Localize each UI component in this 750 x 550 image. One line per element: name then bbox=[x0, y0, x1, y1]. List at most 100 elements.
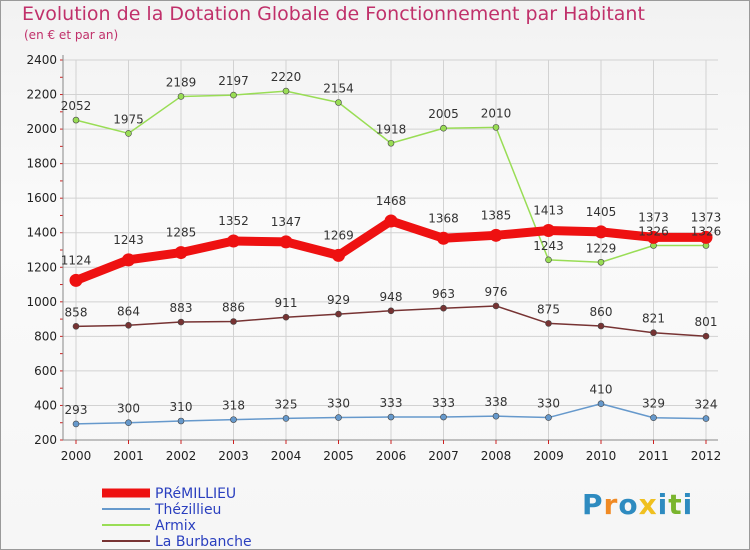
data-point bbox=[440, 124, 447, 132]
x-tick-label: 2011 bbox=[638, 449, 669, 463]
x-tick-label: 2002 bbox=[166, 449, 197, 463]
data-point bbox=[545, 414, 552, 421]
data-point bbox=[545, 320, 552, 327]
data-label: 821 bbox=[642, 312, 665, 326]
x-tick-label: 2008 bbox=[481, 449, 512, 463]
data-point bbox=[387, 413, 395, 421]
data-label: 329 bbox=[642, 397, 665, 411]
data-label: 1229 bbox=[586, 241, 617, 255]
data-label: 1326 bbox=[691, 225, 722, 239]
data-label: 2189 bbox=[166, 75, 197, 89]
data-label: 300 bbox=[117, 402, 140, 416]
data-label: 293 bbox=[65, 403, 88, 417]
data-point bbox=[122, 253, 135, 267]
data-point bbox=[650, 414, 657, 422]
logo-letter: r bbox=[603, 488, 619, 521]
data-label: 1385 bbox=[481, 208, 512, 222]
data-point bbox=[647, 230, 660, 244]
logo-letter: o bbox=[618, 488, 639, 521]
data-point bbox=[699, 230, 713, 244]
data-label: 325 bbox=[275, 397, 298, 411]
x-tick-label: 2012 bbox=[691, 449, 722, 463]
data-point bbox=[387, 307, 395, 315]
data-point bbox=[440, 413, 447, 421]
data-label: 911 bbox=[275, 296, 298, 310]
data-label: 1243 bbox=[533, 239, 564, 253]
axes: 200 400 600 800 1000 1200 1400 1600 1800 2000 2200… bbox=[26, 53, 721, 463]
data-point bbox=[594, 225, 608, 239]
data-point bbox=[230, 416, 237, 423]
data-point bbox=[125, 322, 132, 329]
data-point bbox=[125, 419, 132, 427]
x-tick-label: 2001 bbox=[113, 449, 144, 463]
y-tick-label: 1000 bbox=[26, 295, 57, 309]
y-tick-label: 1600 bbox=[26, 191, 57, 205]
logo-letter: P bbox=[582, 488, 604, 521]
data-labels: 1124 1243 1285 1352 1347 1269 1468 1368 1385 1413… bbox=[61, 70, 722, 417]
logo-letter: i bbox=[657, 488, 669, 521]
data-label: 1269 bbox=[323, 228, 354, 242]
data-label: 310 bbox=[170, 400, 193, 414]
data-label: 324 bbox=[695, 398, 718, 412]
data-label: 1326 bbox=[638, 225, 669, 239]
x-tick-label: 2003 bbox=[218, 449, 249, 463]
data-label: 860 bbox=[590, 305, 613, 319]
data-label: 2052 bbox=[61, 99, 92, 113]
data-point bbox=[597, 322, 605, 330]
y-tick-label: 1800 bbox=[26, 157, 57, 171]
data-label: 410 bbox=[590, 383, 613, 397]
x-tick-label: 2006 bbox=[376, 449, 407, 463]
y-tick-label: 400 bbox=[34, 398, 57, 412]
data-label: 883 bbox=[170, 301, 193, 315]
data-point bbox=[387, 139, 395, 147]
data-label: 333 bbox=[380, 396, 403, 410]
data-label: 330 bbox=[327, 397, 350, 411]
data-point bbox=[335, 414, 342, 421]
data-point bbox=[335, 99, 342, 106]
legend-label: Thézillieu bbox=[154, 502, 221, 518]
data-point bbox=[542, 223, 555, 237]
data-label: 1405 bbox=[586, 205, 617, 219]
data-point bbox=[177, 93, 185, 100]
data-point bbox=[177, 417, 185, 425]
data-label: 864 bbox=[117, 304, 140, 318]
series-group bbox=[69, 87, 713, 428]
data-label: 1285 bbox=[166, 226, 197, 240]
data-point bbox=[227, 234, 240, 248]
logo-letter: x bbox=[638, 488, 658, 521]
data-point bbox=[72, 116, 80, 124]
grid-lines bbox=[63, 59, 718, 441]
data-point bbox=[702, 332, 710, 340]
data-label: 1373 bbox=[691, 210, 722, 224]
data-label: 1413 bbox=[533, 203, 564, 217]
data-label: 963 bbox=[432, 287, 455, 301]
data-label: 1373 bbox=[638, 210, 669, 224]
legend-label: La Burbanche bbox=[155, 534, 252, 550]
data-label: 2197 bbox=[218, 74, 249, 88]
data-point bbox=[230, 91, 237, 99]
data-label: 1124 bbox=[61, 253, 92, 267]
data-label: 1352 bbox=[218, 214, 249, 228]
data-point bbox=[230, 318, 237, 325]
data-point bbox=[492, 124, 500, 131]
data-label: 333 bbox=[432, 396, 455, 410]
y-tick-label: 1400 bbox=[26, 226, 57, 240]
x-tick-label: 2010 bbox=[586, 449, 617, 463]
data-label: 2005 bbox=[428, 107, 459, 121]
data-point bbox=[597, 258, 605, 266]
data-point bbox=[174, 246, 188, 260]
y-tick-label: 1200 bbox=[26, 260, 57, 274]
legend-label: PRéMILLIEU bbox=[155, 486, 236, 502]
data-point bbox=[282, 87, 290, 95]
data-point bbox=[384, 214, 398, 228]
data-label: 1347 bbox=[271, 215, 302, 229]
chart-subtitle: (en € et par an) bbox=[24, 28, 119, 42]
data-label: 2220 bbox=[271, 70, 302, 84]
data-point bbox=[492, 412, 500, 420]
data-label: 1468 bbox=[376, 194, 407, 208]
data-label: 886 bbox=[222, 301, 245, 315]
data-label: 929 bbox=[327, 293, 350, 307]
data-point bbox=[72, 420, 80, 428]
